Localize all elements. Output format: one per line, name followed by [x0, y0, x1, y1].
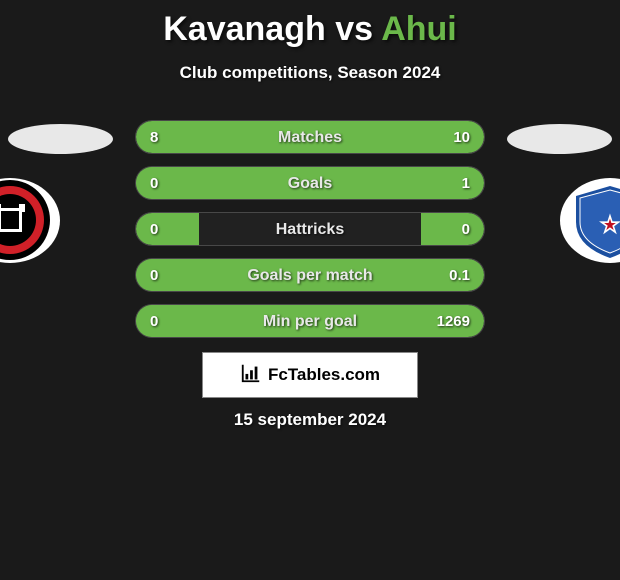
player-photo-left-placeholder [8, 124, 113, 154]
date-text: 15 september 2024 [0, 410, 620, 430]
stat-label: Min per goal [136, 305, 484, 338]
stats-panel: 810Matches 01Goals 00Hattricks 00.1Goals pe… [135, 120, 485, 350]
stat-label: Goals [136, 167, 484, 200]
stat-row: 00.1Goals per match [135, 258, 485, 292]
team-crest-left [0, 178, 60, 263]
stat-label: Goals per match [136, 259, 484, 292]
brand-text: FcTables.com [268, 365, 380, 385]
brand-badge[interactable]: FcTables.com [202, 352, 418, 398]
stat-row: 01Goals [135, 166, 485, 200]
title-player-left: Kavanagh [163, 10, 326, 48]
player-photo-right-placeholder [507, 124, 612, 154]
title-vs: vs [326, 10, 381, 48]
stat-row: 00Hattricks [135, 212, 485, 246]
svg-text:★: ★ [600, 212, 620, 237]
subtitle: Club competitions, Season 2024 [0, 63, 620, 83]
comparison-title: Kavanagh vs Ahui [0, 0, 620, 49]
title-player-right: Ahui [381, 10, 457, 48]
team-crest-right: ★ [560, 178, 620, 263]
stat-label: Matches [136, 121, 484, 154]
stat-row: 810Matches [135, 120, 485, 154]
chart-icon [240, 362, 262, 389]
stat-row: 01269Min per goal [135, 304, 485, 338]
stat-label: Hattricks [136, 213, 484, 246]
